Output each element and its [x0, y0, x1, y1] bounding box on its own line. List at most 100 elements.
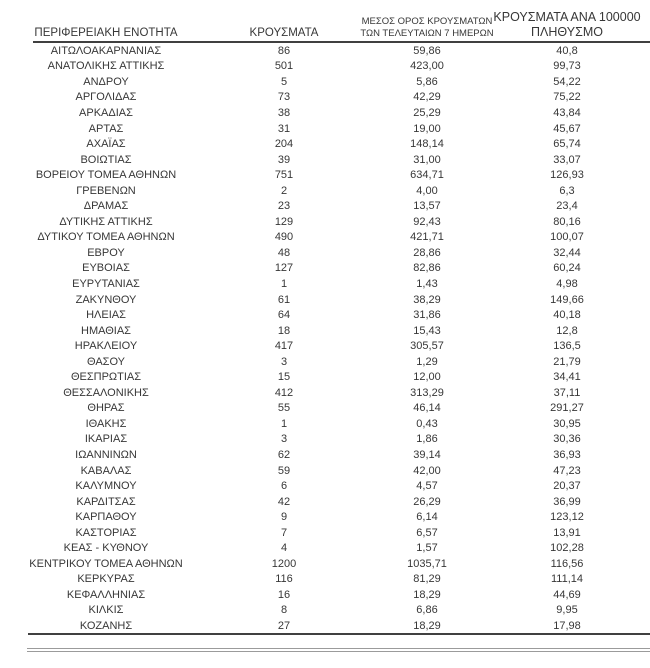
cell-cases: 4: [280, 542, 288, 555]
cell-cases: 501: [274, 60, 294, 73]
cell-region: ΑΝΑΤΟΛΙΚΗΣ ΑΤΤΙΚΗΣ: [47, 60, 165, 73]
cell-cases: 15: [277, 371, 291, 384]
cell-region: ΙΚΑΡΙΑΣ: [84, 433, 128, 446]
cell-region: ΚΕΦΑΛΛΗΝΙΑΣ: [66, 588, 146, 601]
cell-region: ΚΑΛΥΜΝΟΥ: [75, 480, 137, 493]
cell-cases: 42: [277, 495, 291, 508]
cell-region: ΘΗΡΑΣ: [87, 402, 125, 415]
cell-region: ΙΩΑΝΝΙΝΩΝ: [75, 448, 137, 461]
cell-cases: 59: [277, 464, 291, 477]
cell-cases: 31: [277, 122, 291, 135]
cell-per-100k: 80,16: [553, 215, 581, 228]
cell-per-100k: 111,14: [550, 573, 583, 586]
cell-avg-7day: 28,86: [413, 246, 441, 259]
cell-per-100k: 123,12: [550, 511, 584, 524]
table-row: ΚΕΡΚΥΡΑΣ 116 81,29 111,14: [0, 572, 650, 588]
cell-cases: 129: [274, 215, 294, 228]
cell-avg-7day: 1,86: [416, 433, 438, 446]
cell-avg-7day: 4,00: [416, 184, 438, 197]
cell-avg-7day: 1,43: [416, 277, 438, 290]
cell-region: ΘΕΣΣΑΛΟΝΙΚΗΣ: [63, 386, 149, 399]
column-header-cases: ΚΡΟΥΣΜΑΤΑ: [212, 0, 356, 42]
cell-region: ΚΕΝΤΡΙΚΟΥ ΤΟΜΕΑ ΑΘΗΝΩΝ: [29, 557, 183, 570]
cell-region: ΚΕΡΚΥΡΑΣ: [77, 573, 135, 586]
cell-region: ΔΡΑΜΑΣ: [83, 200, 129, 213]
table-row: ΘΑΣΟΥ 3 1,29 21,79: [0, 354, 650, 370]
cell-per-100k: 126,93: [550, 169, 584, 182]
cell-avg-7day: 15,43: [413, 324, 441, 337]
cell-per-100k: 44,69: [553, 588, 581, 601]
cell-per-100k: 13,91: [553, 526, 581, 539]
cell-region: ΑΝΔΡΟΥ: [83, 75, 129, 88]
table-row: ΘΕΣΣΑΛΟΝΙΚΗΣ 412 313,29 37,11: [0, 385, 650, 401]
cell-region: ΒΟΡΕΙΟΥ ΤΟΜΕΑ ΑΘΗΝΩΝ: [35, 169, 177, 182]
cell-avg-7day: 42,00: [413, 464, 441, 477]
table-row: ΑΝΑΤΟΛΙΚΗΣ ΑΤΤΙΚΗΣ 501 423,00 99,73: [0, 59, 650, 75]
cell-region: ΕΥΒΟΙΑΣ: [82, 262, 130, 275]
cell-avg-7day: 13,57: [413, 200, 441, 213]
cell-per-100k: 36,93: [553, 448, 581, 461]
cell-per-100k: 23,4: [556, 200, 578, 213]
cell-avg-7day: 39,14: [413, 448, 441, 461]
cell-cases: 48: [277, 246, 291, 259]
table-row: ΗΛΕΙΑΣ 64 31,86 40,18: [0, 307, 650, 323]
cell-region: ΚΑΡΠΑΘΟΥ: [75, 511, 137, 524]
cell-avg-7day: 4,57: [416, 480, 438, 493]
cell-region: ΒΟΙΩΤΙΑΣ: [80, 153, 132, 166]
cell-region: ΚΟΖΑΝΗΣ: [79, 620, 133, 632]
cell-cases: 27: [277, 620, 291, 632]
table-row: ΖΑΚΥΝΘΟΥ 61 38,29 149,66: [0, 292, 650, 308]
cell-per-100k: 43,84: [553, 106, 581, 119]
cell-per-100k: 4,98: [556, 277, 578, 290]
table-row: ΑΡΚΑΔΙΑΣ 38 25,29 43,84: [0, 105, 650, 121]
cell-per-100k: 40,18: [553, 309, 581, 322]
cell-cases: 412: [274, 386, 294, 399]
cell-avg-7day: 19,00: [413, 122, 441, 135]
table-row: ΚΟΖΑΝΗΣ 27 18,29 17,98: [0, 618, 650, 634]
cell-region: ΗΡΑΚΛΕΙΟΥ: [74, 340, 138, 353]
cell-avg-7day: 1035,71: [407, 557, 447, 570]
cell-region: ΘΕΣΠΡΩΤΙΑΣ: [70, 371, 142, 384]
cell-region: ΚΙΛΚΙΣ: [88, 604, 124, 617]
cell-cases: 18: [277, 324, 291, 337]
cell-cases: 9: [280, 511, 288, 524]
cell-avg-7day: 1,29: [416, 355, 438, 368]
table-row: ΚΕΑΣ - ΚΥΘΝΟΥ 4 1,57 102,28: [0, 541, 650, 557]
cell-per-100k: 36,99: [553, 495, 581, 508]
cell-per-100k: 149,66: [550, 293, 584, 306]
footer-double-rule: [27, 648, 650, 652]
table-row: ΔΡΑΜΑΣ 23 13,57 23,4: [0, 198, 650, 214]
column-header-region: ΠΕΡΙΦΕΡΕΙΑΚΗ ΕΝΟΤΗΤΑ: [0, 0, 212, 42]
table-row: ΙΘΑΚΗΣ 1 0,43 30,95: [0, 416, 650, 432]
cell-cases: 490: [274, 231, 294, 244]
table-row: ΒΟΙΩΤΙΑΣ 39 31,00 33,07: [0, 152, 650, 168]
cell-cases: 6: [280, 480, 288, 493]
cell-cases: 61: [277, 293, 291, 306]
cell-avg-7day: 42,29: [413, 91, 441, 104]
cell-avg-7day: 26,29: [413, 495, 441, 508]
cell-avg-7day: 18,29: [413, 588, 441, 601]
cell-per-100k: 136,5: [553, 340, 581, 353]
column-header-region-label: ΠΕΡΙΦΕΡΕΙΑΚΗ ΕΝΟΤΗΤΑ: [34, 27, 178, 39]
table-row: ΚΑΡΠΑΘΟΥ 9 6,14 123,12: [0, 509, 650, 525]
header-rule: [33, 41, 650, 43]
cell-avg-7day: 38,29: [413, 293, 441, 306]
cell-avg-7day: 421,71: [410, 231, 444, 244]
cell-cases: 116: [275, 573, 293, 586]
column-header-per-100k-line1: ΚΡΟΥΣΜΑΤΑ ΑΝΑ 100000: [493, 10, 641, 24]
cell-region: ΑΡΚΑΔΙΑΣ: [79, 106, 133, 119]
table-row: ΚΕΝΤΡΙΚΟΥ ΤΟΜΕΑ ΑΘΗΝΩΝ 1200 1035,71 116,56: [0, 556, 650, 572]
cell-region: ΙΘΑΚΗΣ: [85, 417, 127, 430]
cell-cases: 127: [274, 262, 294, 275]
column-header-avg-7day: ΜΕΣΟΣ ΟΡΟΣ ΚΡΟΥΣΜΑΤΩΝ ΤΩΝ ΤΕΛΕΥΤΑΙΩΝ 7 Η…: [356, 0, 498, 42]
cell-cases: 3: [280, 355, 288, 368]
cell-avg-7day: 6,14: [416, 511, 438, 524]
cell-region: ΚΑΡΔΙΤΣΑΣ: [76, 495, 136, 508]
cell-per-100k: 37,11: [553, 386, 581, 399]
cell-region: ΕΥΡΥΤΑΝΙΑΣ: [72, 277, 140, 290]
cell-avg-7day: 313,29: [410, 386, 444, 399]
cell-per-100k: 32,44: [553, 246, 581, 259]
cell-cases: 3: [280, 433, 288, 446]
table-row: ΑΧΑΪΑΣ 204 148,14 65,74: [0, 136, 650, 152]
cell-per-100k: 102,28: [550, 542, 584, 555]
